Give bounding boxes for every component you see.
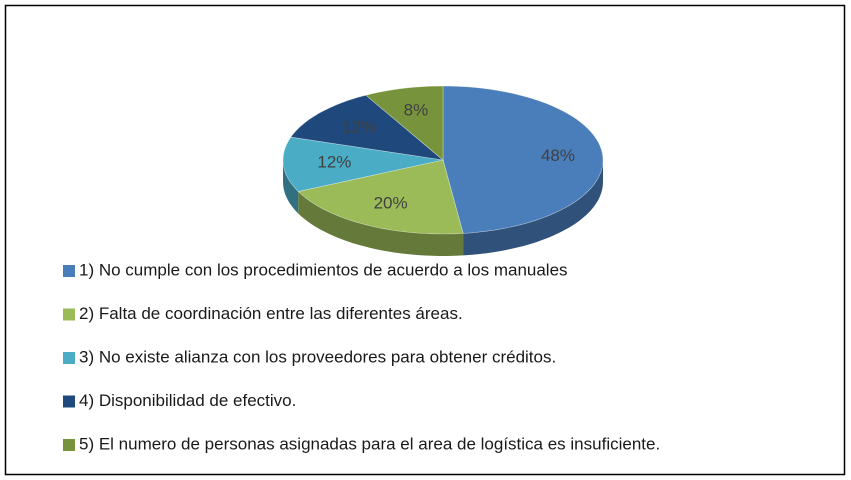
value-label: 48% [541, 146, 575, 165]
value-label: 12% [317, 153, 351, 172]
legend-label: 5) El numero de personas asignadas para … [79, 434, 660, 453]
legend-swatch [63, 395, 75, 408]
pie-tops [282, 85, 604, 235]
pie-slice [290, 94, 445, 161]
value-label: 8% [404, 101, 429, 120]
legend-swatch [63, 265, 75, 277]
legend: 1) No cumple con los procedimientos de a… [63, 260, 660, 453]
pie-slice [365, 85, 444, 161]
legend-label: 4) Disponibilidad de efectivo. [79, 391, 296, 410]
legend-swatch [63, 308, 75, 321]
value-label: 20% [374, 194, 408, 213]
pie-slice-side [298, 191, 464, 256]
pie-slice [442, 85, 604, 234]
legend-label: 3) No existe alianza con los proveedores… [79, 347, 556, 366]
legend-swatch [63, 352, 75, 364]
pie-slice [282, 136, 444, 192]
value-label: 12% [342, 117, 376, 136]
pie-slice-side [283, 160, 299, 214]
legend-swatch [63, 439, 75, 451]
value-labels: 48% 20% 12% 12% 8% [317, 101, 575, 213]
pie-slice [297, 159, 464, 235]
legend-label: 1) No cumple con los procedimientos de a… [79, 260, 568, 279]
pie-sides [283, 160, 603, 256]
pie-slice-side [463, 160, 603, 256]
legend-label: 2) Falta de coordinación entre las difer… [79, 304, 463, 323]
